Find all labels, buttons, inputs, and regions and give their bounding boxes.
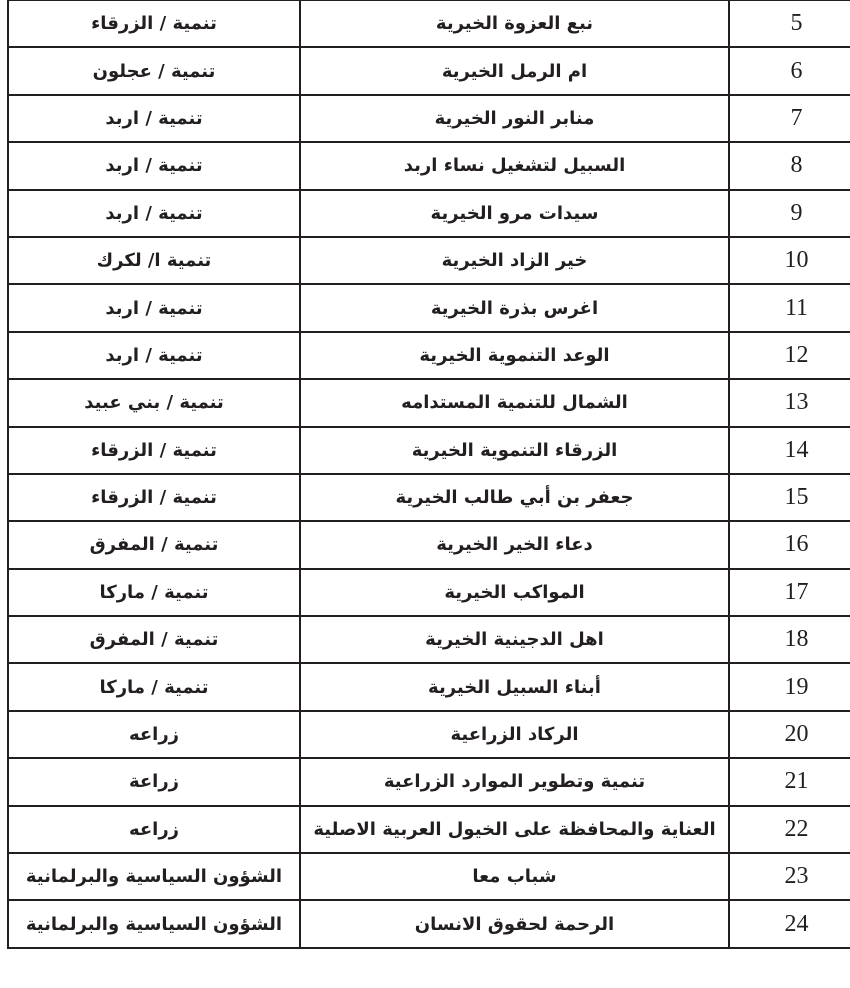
name-cell: اهل الدجينية الخيرية — [299, 615, 730, 665]
number-cell: 8 — [728, 141, 850, 191]
table-row: زراعه الركاد الزراعية 20 — [7, 709, 850, 760]
category-cell: تنمية / ماركا — [7, 567, 301, 618]
name-cell: دعاء الخير الخيرية — [299, 520, 730, 570]
table-row: تنمية / الزرقاء جعفر بن أبي طالب الخيرية 1… — [7, 472, 850, 523]
name-cell: الشمال للتنمية المستدامه — [299, 378, 730, 428]
category-cell: زراعة — [7, 757, 301, 807]
name-cell: اغرس بذرة الخيرية — [299, 283, 730, 333]
name-cell: جعفر بن أبي طالب الخيرية — [299, 472, 730, 523]
name-cell: منابر النور الخيرية — [299, 93, 730, 144]
number-cell: 5 — [728, 0, 850, 49]
category-cell: الشؤون السياسية والبرلمانية — [7, 852, 301, 902]
table-row: تنمية / الزرقاء الزرقاء التنموية الخيرية 1… — [7, 425, 850, 475]
table-row: تنمية / الزرقاء نبع العزوة الخيرية 5 — [7, 0, 850, 49]
table-row: تنمية / بني عبيد الشمال للتنمية المستدامه… — [7, 378, 850, 428]
category-cell: تنمية / الزرقاء — [7, 0, 301, 49]
number-cell: 22 — [728, 804, 850, 855]
number-cell: 14 — [728, 425, 850, 475]
number-cell: 11 — [728, 283, 850, 333]
number-cell: 15 — [728, 472, 850, 523]
category-cell: تنمية / الزرقاء — [7, 472, 301, 523]
number-cell: 12 — [728, 330, 850, 381]
table-row: تنمية / ماركا المواكب الخيرية 17 — [7, 567, 850, 618]
table-row: تنمية / اربد سيدات مرو الخيرية 9 — [7, 188, 850, 238]
table-row: الشؤون السياسية والبرلمانية شباب معا 23 — [7, 852, 850, 902]
table-row: زراعة تنمية وتطوير الموارد الزراعية 21 — [7, 757, 850, 807]
category-cell: الشؤون السياسية والبرلمانية — [7, 899, 301, 949]
table-row: تنمية / عجلون ام الرمل الخيرية 6 — [7, 46, 850, 96]
name-cell: المواكب الخيرية — [299, 567, 730, 618]
name-cell: الوعد التنموية الخيرية — [299, 330, 730, 381]
name-cell: خير الزاد الخيرية — [299, 235, 730, 286]
associations-table: تنمية / الزرقاء نبع العزوة الخيرية 5 تنمية … — [7, 0, 850, 949]
name-cell: ام الرمل الخيرية — [299, 46, 730, 96]
number-cell: 18 — [728, 615, 850, 665]
table-row: تنمية / اربد الوعد التنموية الخيرية 12 — [7, 330, 850, 381]
table-row: تنمية ا/ لكرك خير الزاد الخيرية 10 — [7, 235, 850, 286]
table-row: تنمية / المفرق دعاء الخير الخيرية 16 — [7, 520, 850, 570]
category-cell: تنمية / اربد — [7, 188, 301, 238]
category-cell: تنمية / اربد — [7, 93, 301, 144]
name-cell: العناية والمحافظة على الخيول العربية الا… — [299, 804, 730, 855]
table-row: الشؤون السياسية والبرلمانية الرحمة لحقوق … — [7, 899, 850, 949]
name-cell: سيدات مرو الخيرية — [299, 188, 730, 238]
name-cell: الزرقاء التنموية الخيرية — [299, 425, 730, 475]
table-row: زراعه العناية والمحافظة على الخيول العربي… — [7, 804, 850, 855]
name-cell: شباب معا — [299, 852, 730, 902]
number-cell: 16 — [728, 520, 850, 570]
category-cell: تنمية / بني عبيد — [7, 378, 301, 428]
name-cell: السبيل لتشغيل نساء اربد — [299, 141, 730, 191]
category-cell: تنمية / المفرق — [7, 520, 301, 570]
number-cell: 17 — [728, 567, 850, 618]
table-row: تنمية / اربد السبيل لتشغيل نساء اربد 8 — [7, 141, 850, 191]
table-row: تنمية / ماركا أبناء السبيل الخيرية 19 — [7, 662, 850, 712]
category-cell: تنمية / المفرق — [7, 615, 301, 665]
category-cell: زراعه — [7, 709, 301, 760]
table-row: تنمية / اربد منابر النور الخيرية 7 — [7, 93, 850, 144]
name-cell: الركاد الزراعية — [299, 709, 730, 760]
category-cell: تنمية / عجلون — [7, 46, 301, 96]
category-cell: تنمية / الزرقاء — [7, 425, 301, 475]
number-cell: 23 — [728, 852, 850, 902]
number-cell: 6 — [728, 46, 850, 96]
name-cell: الرحمة لحقوق الانسان — [299, 899, 730, 949]
number-cell: 24 — [728, 899, 850, 949]
name-cell: تنمية وتطوير الموارد الزراعية — [299, 757, 730, 807]
name-cell: أبناء السبيل الخيرية — [299, 662, 730, 712]
category-cell: زراعه — [7, 804, 301, 855]
number-cell: 10 — [728, 235, 850, 286]
category-cell: تنمية / اربد — [7, 283, 301, 333]
table-row: تنمية / اربد اغرس بذرة الخيرية 11 — [7, 283, 850, 333]
number-cell: 20 — [728, 709, 850, 760]
table-body: تنمية / الزرقاء نبع العزوة الخيرية 5 تنمية … — [7, 0, 850, 949]
number-cell: 7 — [728, 93, 850, 144]
category-cell: تنمية / ماركا — [7, 662, 301, 712]
name-cell: نبع العزوة الخيرية — [299, 0, 730, 49]
number-cell: 19 — [728, 662, 850, 712]
category-cell: تنمية / اربد — [7, 141, 301, 191]
category-cell: تنمية / اربد — [7, 330, 301, 381]
table-row: تنمية / المفرق اهل الدجينية الخيرية 18 — [7, 615, 850, 665]
number-cell: 21 — [728, 757, 850, 807]
number-cell: 9 — [728, 188, 850, 238]
number-cell: 13 — [728, 378, 850, 428]
category-cell: تنمية ا/ لكرك — [7, 235, 301, 286]
